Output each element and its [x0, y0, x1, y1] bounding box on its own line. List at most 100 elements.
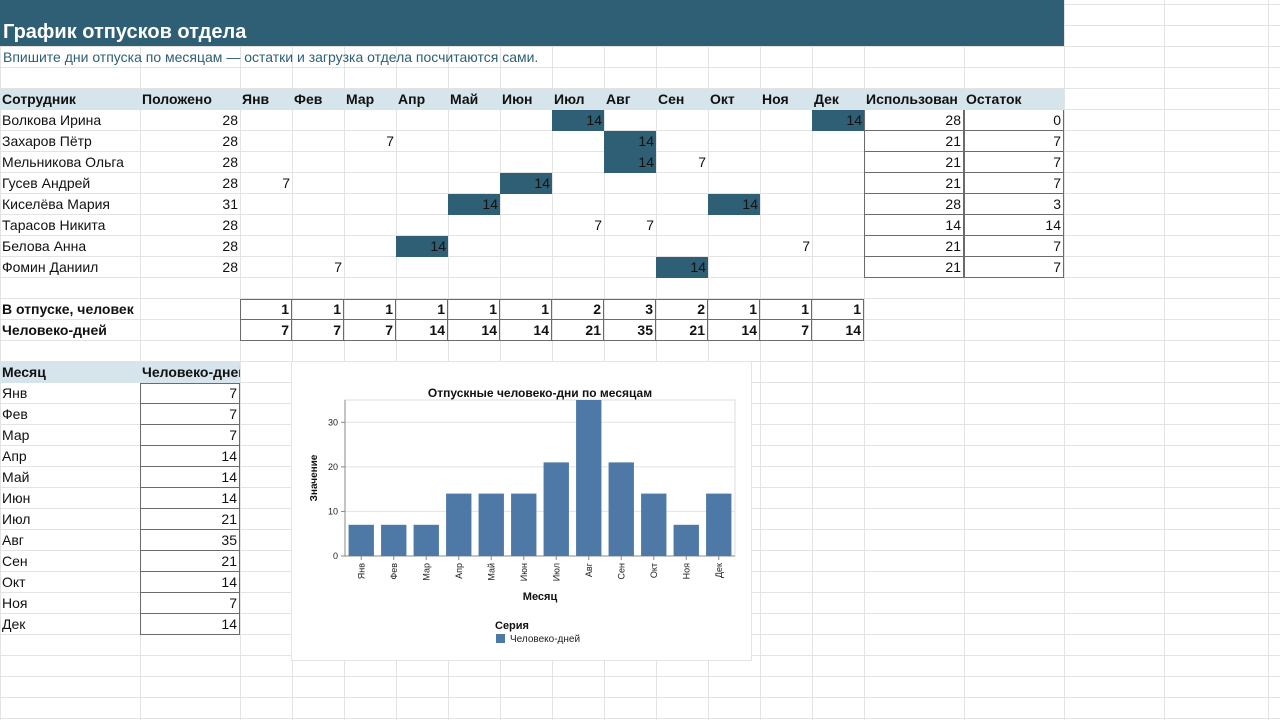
vacation-days-cell[interactable] — [760, 173, 812, 194]
vacation-days-cell[interactable] — [812, 173, 864, 194]
vacation-days-cell[interactable] — [396, 152, 448, 173]
vacation-days-cell[interactable]: 7 — [386, 133, 394, 149]
vacation-days-cell[interactable] — [396, 215, 448, 236]
vacation-days-cell[interactable]: 14 — [448, 194, 500, 215]
vacation-days-cell[interactable] — [448, 215, 500, 236]
vacation-days-cell[interactable] — [240, 152, 292, 173]
vacation-days-cell[interactable] — [344, 152, 396, 173]
vacation-days-cell[interactable] — [760, 152, 812, 173]
vacation-days-cell[interactable] — [500, 236, 552, 257]
vacation-days-cell[interactable] — [448, 152, 500, 173]
vacation-days-cell[interactable] — [396, 173, 448, 194]
employee-name-cell[interactable]: Захаров Пётр — [2, 133, 92, 149]
vacation-days-cell[interactable] — [396, 110, 448, 131]
vacation-days-cell[interactable] — [292, 110, 344, 131]
vacation-days-cell[interactable] — [552, 173, 604, 194]
vacation-days-cell[interactable] — [552, 257, 604, 278]
vacation-days-cell[interactable] — [292, 152, 344, 173]
vacation-days-cell[interactable] — [500, 215, 552, 236]
vacation-days-cell[interactable]: 14 — [396, 236, 448, 257]
vacation-days-cell[interactable] — [812, 236, 864, 257]
vacation-days-cell[interactable]: 14 — [656, 257, 708, 278]
employee-name-cell[interactable]: Фомин Даниил — [2, 259, 99, 275]
vacation-days-cell[interactable] — [344, 173, 396, 194]
vacation-days-cell[interactable] — [448, 110, 500, 131]
vacation-days-cell[interactable] — [396, 194, 448, 215]
employee-name-cell[interactable]: Белова Анна — [2, 238, 87, 254]
vacation-days-cell[interactable] — [604, 257, 656, 278]
vacation-days-cell[interactable] — [344, 257, 396, 278]
vacation-days-cell[interactable] — [656, 131, 708, 152]
vacation-days-cell[interactable] — [708, 152, 760, 173]
vacation-days-cell[interactable] — [344, 110, 396, 131]
vacation-days-cell[interactable] — [708, 257, 760, 278]
vacation-days-cell[interactable] — [812, 194, 864, 215]
vacation-days-cell[interactable] — [500, 152, 552, 173]
vacation-days-cell[interactable] — [812, 152, 864, 173]
vacation-days-cell[interactable] — [552, 152, 604, 173]
allowed-days-cell[interactable]: 28 — [222, 133, 238, 149]
vacation-days-cell[interactable] — [396, 257, 448, 278]
vacation-days-cell[interactable] — [656, 110, 708, 131]
vacation-days-cell[interactable] — [552, 131, 604, 152]
vacation-days-cell[interactable] — [292, 236, 344, 257]
allowed-days-cell[interactable]: 28 — [222, 175, 238, 191]
vacation-days-cell[interactable] — [344, 236, 396, 257]
vacation-days-cell[interactable] — [448, 257, 500, 278]
vacation-days-cell[interactable] — [604, 236, 656, 257]
allowed-days-cell[interactable]: 28 — [222, 112, 238, 128]
vacation-days-cell[interactable] — [656, 194, 708, 215]
vacation-days-cell[interactable]: 7 — [594, 217, 602, 233]
vacation-days-cell[interactable] — [292, 173, 344, 194]
vacation-days-cell[interactable] — [240, 131, 292, 152]
vacation-days-cell[interactable] — [708, 110, 760, 131]
vacation-days-cell[interactable] — [240, 194, 292, 215]
vacation-days-cell[interactable] — [760, 194, 812, 215]
vacation-days-cell[interactable] — [292, 131, 344, 152]
vacation-days-cell[interactable] — [760, 215, 812, 236]
vacation-days-cell[interactable] — [812, 257, 864, 278]
vacation-days-cell[interactable] — [708, 215, 760, 236]
vacation-days-cell[interactable] — [500, 110, 552, 131]
vacation-days-cell[interactable] — [708, 131, 760, 152]
vacation-days-cell[interactable] — [760, 110, 812, 131]
vacation-days-cell[interactable] — [812, 131, 864, 152]
vacation-days-cell[interactable] — [448, 131, 500, 152]
employee-name-cell[interactable]: Мельникова Ольга — [2, 154, 124, 170]
allowed-days-cell[interactable]: 28 — [222, 154, 238, 170]
vacation-days-cell[interactable] — [604, 110, 656, 131]
vacation-days-cell[interactable]: 7 — [698, 154, 706, 170]
vacation-days-cell[interactable] — [500, 131, 552, 152]
vacation-days-cell[interactable] — [240, 110, 292, 131]
vacation-days-cell[interactable] — [708, 173, 760, 194]
vacation-days-cell[interactable] — [500, 257, 552, 278]
vacation-days-cell[interactable] — [656, 236, 708, 257]
vacation-days-cell[interactable] — [760, 257, 812, 278]
vacation-days-cell[interactable]: 14 — [500, 173, 552, 194]
vacation-days-cell[interactable] — [552, 236, 604, 257]
vacation-days-cell[interactable]: 14 — [604, 152, 656, 173]
vacation-days-cell[interactable] — [604, 194, 656, 215]
vacation-days-cell[interactable]: 14 — [604, 131, 656, 152]
vacation-days-cell[interactable] — [344, 194, 396, 215]
vacation-days-cell[interactable] — [344, 215, 396, 236]
vacation-days-cell[interactable] — [292, 194, 344, 215]
vacation-days-cell[interactable] — [448, 236, 500, 257]
vacation-days-cell[interactable]: 7 — [646, 217, 654, 233]
allowed-days-cell[interactable]: 28 — [222, 238, 238, 254]
vacation-days-cell[interactable]: 7 — [282, 175, 290, 191]
vacation-days-cell[interactable] — [812, 215, 864, 236]
employee-name-cell[interactable]: Волкова Ирина — [2, 112, 102, 128]
vacation-days-cell[interactable] — [448, 173, 500, 194]
employee-name-cell[interactable]: Тарасов Никита — [2, 217, 106, 233]
chart-container[interactable]: Отпускные человеко-дни по месяцам 0 10 20 30… — [292, 362, 751, 660]
vacation-days-cell[interactable]: 14 — [708, 194, 760, 215]
vacation-days-cell[interactable] — [240, 215, 292, 236]
vacation-days-cell[interactable] — [656, 215, 708, 236]
vacation-days-cell[interactable] — [500, 194, 552, 215]
vacation-days-cell[interactable] — [760, 131, 812, 152]
allowed-days-cell[interactable]: 28 — [222, 217, 238, 233]
allowed-days-cell[interactable]: 28 — [222, 259, 238, 275]
vacation-days-cell[interactable] — [656, 173, 708, 194]
vacation-days-cell[interactable] — [604, 173, 656, 194]
